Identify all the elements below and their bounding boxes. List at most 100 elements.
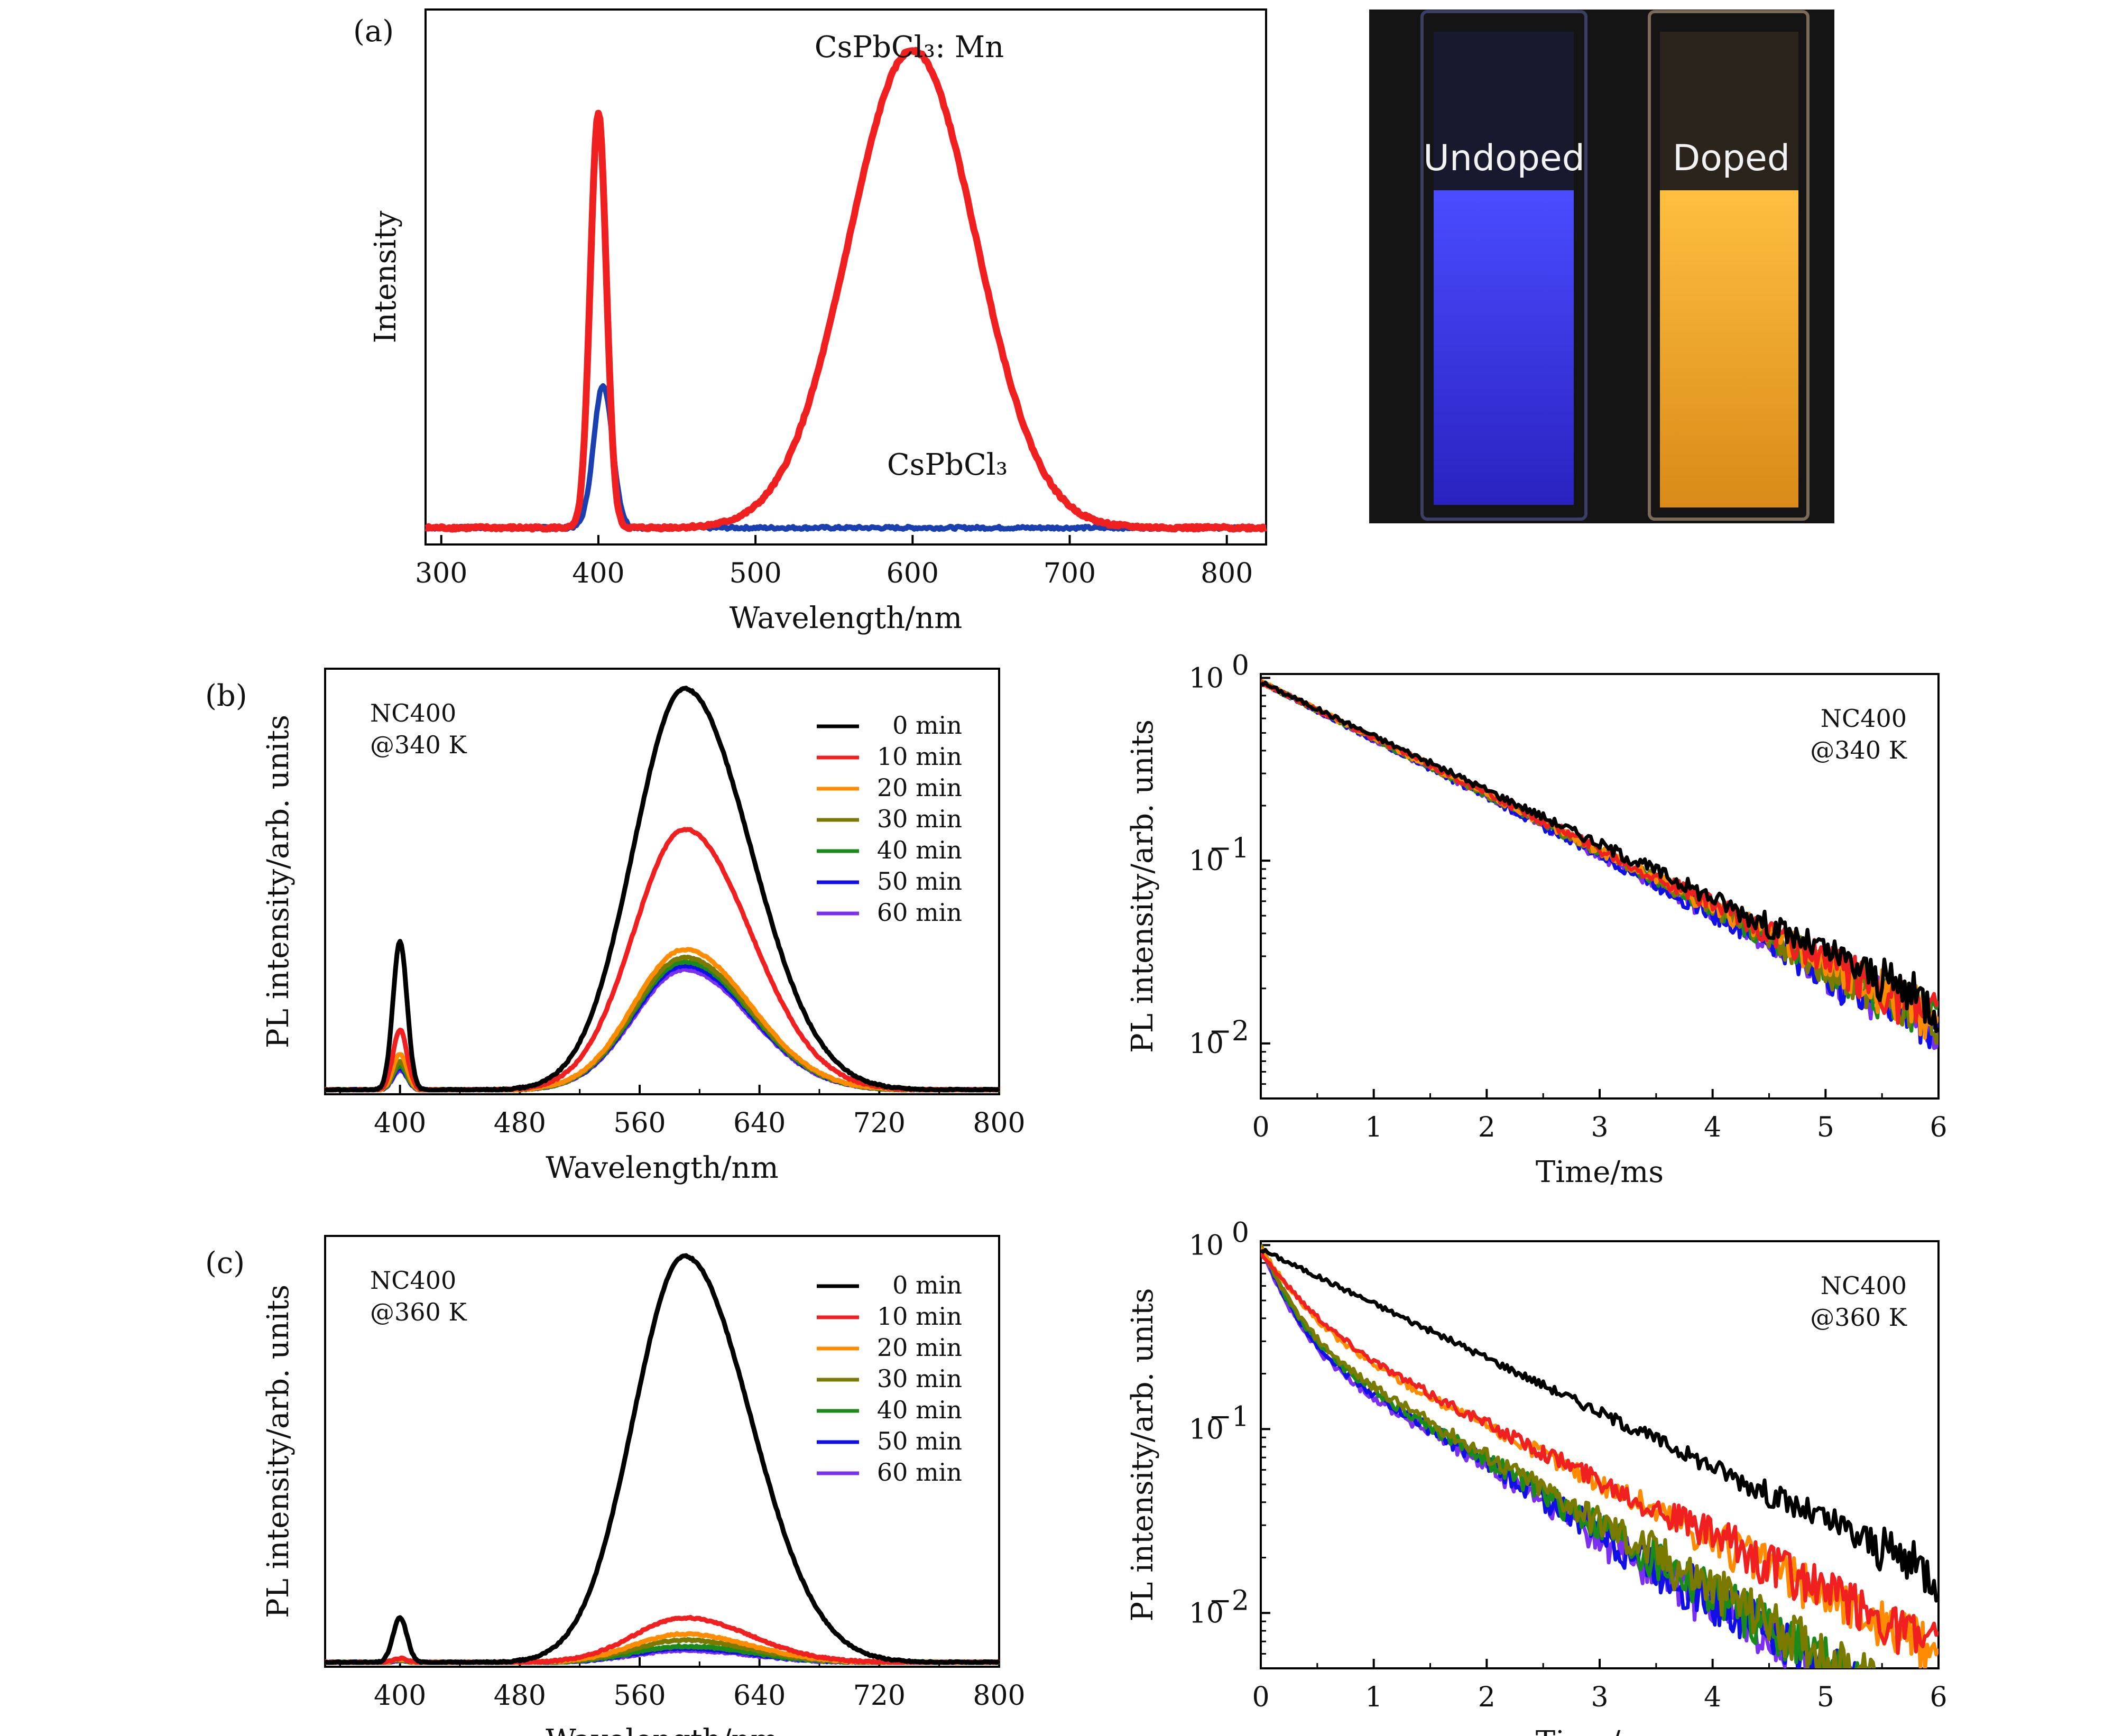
x-tick-label: 3 (1591, 1112, 1608, 1143)
condition-annotation-line2: @340 K (370, 731, 467, 759)
legend-label: 30 min (877, 1364, 962, 1393)
y-tick-exponent: −2 (1208, 1015, 1249, 1047)
chart-b_pl: 400 480 560 640 720 800 Wavelength/nm PL intens… (261, 668, 1026, 1185)
legend-label: 50 min (877, 1427, 962, 1455)
annotation-doped: CsPbCl₃: Mn (815, 30, 1004, 64)
chart-a: 300 400 500 600 700 800 Wavelength/nm Intensity… (368, 8, 1268, 635)
y-tick-label: 10 (1189, 1414, 1224, 1445)
axes-frame (324, 668, 1000, 1095)
series-line (423, 47, 1268, 533)
x-tick-label: 5 (1817, 1112, 1834, 1143)
axes-frame (324, 1235, 1000, 1668)
x-tick-label: 1 (1365, 1112, 1382, 1143)
x-tick-label: 4 (1704, 1112, 1721, 1143)
x-tick-label: 720 (853, 1680, 906, 1712)
condition-annotation-line2: @360 K (370, 1298, 467, 1326)
x-tick-label: 300 (415, 558, 467, 589)
condition-annotation-line1: NC400 (1821, 704, 1907, 733)
condition-annotation-line1: NC400 (1821, 1271, 1907, 1300)
vial-photo: Undoped Doped (1369, 10, 1834, 523)
y-tick-exponent: 0 (1232, 650, 1249, 681)
legend-label: 20 min (877, 1333, 962, 1362)
x-tick-label: 6 (1930, 1682, 1947, 1713)
vial-undoped-liquid (1434, 190, 1574, 505)
y-axis-label: PL intensity/arb. units (261, 715, 296, 1048)
vial-doped-liquid (1660, 190, 1798, 507)
photo-label-doped: Doped (1673, 137, 1790, 179)
x-tick-label: 480 (494, 1107, 546, 1139)
y-tick-label: 10 (1189, 662, 1224, 694)
vial-doped (1648, 10, 1810, 521)
series-line (1261, 1250, 1939, 1655)
legend-label: 0 min (892, 711, 962, 740)
x-tick-label: 800 (1201, 558, 1253, 589)
x-tick-label: 4 (1704, 1682, 1721, 1713)
legend-label: 20 min (877, 773, 962, 802)
y-tick-exponent: −1 (1208, 833, 1249, 864)
x-tick-label: 5 (1817, 1682, 1834, 1713)
legend-label: 30 min (877, 805, 962, 833)
x-axis-label: Wavelength/nm (546, 1151, 778, 1185)
x-tick-label: 500 (729, 558, 781, 589)
x-tick-label: 6 (1930, 1112, 1947, 1143)
x-tick-label: 400 (374, 1107, 426, 1139)
panel-label-a: (a) (353, 14, 394, 49)
y-tick-label: 10 (1189, 1598, 1224, 1629)
x-tick-label: 480 (494, 1680, 546, 1712)
legend-label: 40 min (877, 1396, 962, 1424)
x-axis-label: Wavelength/nm (546, 1723, 778, 1736)
x-tick-label: 2 (1478, 1682, 1496, 1713)
chart-c_pl: 400 480 560 640 720 800 Wavelength/nm PL intens… (261, 1235, 1026, 1736)
vial-doped-glass (1660, 32, 1798, 190)
photo-label-undoped: Undoped (1423, 137, 1585, 179)
condition-annotation-line2: @340 K (1810, 736, 1907, 764)
x-tick-label: 560 (613, 1680, 666, 1712)
series-group (1261, 679, 1939, 1050)
x-tick-label: 640 (733, 1107, 786, 1139)
x-tick-label: 720 (853, 1107, 906, 1139)
x-tick-label: 560 (613, 1107, 666, 1139)
panel-label-c: (c) (205, 1246, 245, 1280)
y-tick-exponent: −2 (1208, 1585, 1249, 1617)
legend-label: 60 min (877, 1458, 962, 1486)
series-line (1261, 1248, 1939, 1603)
series-line (324, 966, 1000, 1093)
x-tick-label: 1 (1365, 1682, 1382, 1713)
x-tick-label: 700 (1044, 558, 1096, 589)
x-axis-label: Time/ms (1536, 1725, 1664, 1736)
y-tick-label: 10 (1189, 1230, 1224, 1261)
legend-label: 10 min (877, 1302, 962, 1331)
y-tick-label: 10 (1189, 845, 1224, 877)
x-tick-label: 0 (1252, 1112, 1269, 1143)
y-tick-exponent: 0 (1232, 1217, 1249, 1249)
legend-label: 0 min (892, 1271, 962, 1299)
legend-label: 60 min (877, 898, 962, 927)
series-line (1261, 680, 1939, 1025)
panel-label-b: (b) (205, 679, 247, 713)
annotation-undoped: CsPbCl₃ (887, 448, 1008, 482)
condition-annotation-line1: NC400 (370, 699, 456, 727)
y-axis-label: PL intensity/arb. units (261, 1285, 296, 1618)
legend-label: 50 min (877, 867, 962, 895)
y-axis-label: Intensity (368, 210, 403, 343)
vial-undoped-glass (1434, 32, 1574, 190)
condition-annotation-line1: NC400 (370, 1266, 456, 1295)
x-tick-label: 3 (1591, 1682, 1608, 1713)
condition-annotation-line2: @360 K (1810, 1303, 1907, 1332)
axes-frame (424, 8, 1267, 546)
series-line (324, 686, 1000, 1093)
x-tick-label: 0 (1252, 1682, 1269, 1713)
x-tick-label: 800 (973, 1680, 1025, 1712)
x-tick-label: 2 (1478, 1112, 1496, 1143)
x-axis-label: Time/ms (1536, 1155, 1664, 1189)
x-tick-label: 400 (374, 1680, 426, 1712)
x-tick-label: 640 (733, 1680, 786, 1712)
y-axis-label: PL intensity/arb. units (1125, 1288, 1160, 1622)
series-line (424, 383, 1267, 532)
legend-label: 10 min (877, 742, 962, 771)
series-line (1261, 1244, 1876, 1668)
series-line (324, 963, 1000, 1093)
